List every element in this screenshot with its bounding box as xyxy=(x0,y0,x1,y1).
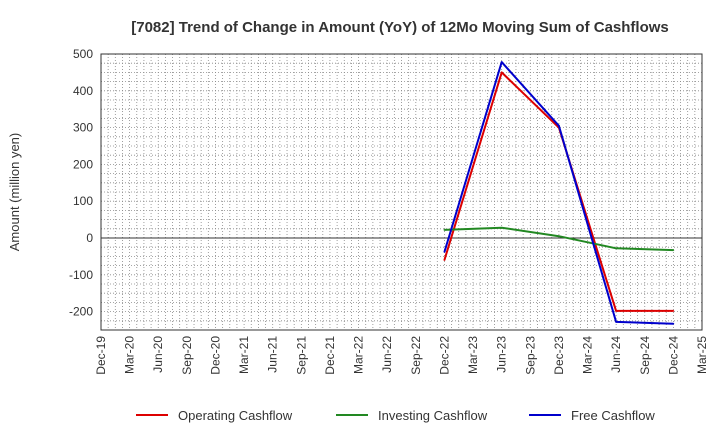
x-tick-label: Sep-23 xyxy=(523,336,537,375)
x-tick-label: Jun-20 xyxy=(151,336,165,373)
y-tick-label: -100 xyxy=(69,268,93,282)
series-lines xyxy=(443,61,675,325)
x-tick-label: Mar-24 xyxy=(581,336,595,374)
data-point xyxy=(500,71,503,74)
x-tick-label: Jun-23 xyxy=(495,336,509,373)
x-tick-label: Jun-22 xyxy=(380,336,394,373)
x-tick-label: Mar-22 xyxy=(352,336,366,374)
legend: Operating Cashflow Investing Cashflow Free… xyxy=(136,408,655,423)
x-tick-label: Dec-19 xyxy=(94,336,108,375)
x-tick-label: Jun-24 xyxy=(609,336,623,373)
data-point xyxy=(615,310,617,312)
y-tick-label: 0 xyxy=(86,231,93,245)
x-tick-label: Dec-21 xyxy=(323,336,337,375)
data-point xyxy=(672,249,675,251)
data-point xyxy=(615,321,617,323)
legend-label: Free Cashflow xyxy=(571,408,655,423)
y-tick-label: 500 xyxy=(73,47,93,61)
x-tick-label: Mar-25 xyxy=(695,336,709,374)
data-point xyxy=(672,310,675,312)
data-point xyxy=(443,251,446,253)
legend-label: Investing Cashflow xyxy=(378,408,488,423)
x-tick-label: Mar-21 xyxy=(237,336,251,374)
y-axis-ticks: 500 400 300 200 100 0 -100 -200 xyxy=(69,47,93,319)
plot-border xyxy=(100,53,703,331)
x-axis-ticks: Dec-19 Mar-20 Jun-20 Sep-20 Dec-20 Mar-21 Jun-… xyxy=(94,336,709,375)
y-tick-label: 300 xyxy=(73,121,93,135)
x-tick-label: Mar-20 xyxy=(123,336,137,374)
y-tick-label: 100 xyxy=(73,194,93,208)
data-point xyxy=(672,322,675,325)
y-tick-label: 200 xyxy=(73,157,93,171)
data-point xyxy=(558,235,560,237)
x-tick-label: Dec-22 xyxy=(437,336,451,375)
x-tick-label: Jun-21 xyxy=(266,336,280,373)
chart-title: [7082] Trend of Change in Amount (YoY) o… xyxy=(131,19,669,36)
data-point xyxy=(500,226,503,229)
data-point xyxy=(558,125,560,127)
y-tick-label: -200 xyxy=(69,305,93,319)
y-axis-label: Amount (million yen) xyxy=(7,133,22,252)
x-tick-label: Dec-24 xyxy=(666,336,680,375)
data-point xyxy=(500,61,503,63)
x-tick-label: Mar-23 xyxy=(466,336,480,374)
x-tick-label: Dec-23 xyxy=(552,336,566,375)
x-tick-label: Sep-24 xyxy=(638,336,652,375)
x-tick-label: Sep-21 xyxy=(294,336,308,375)
x-tick-label: Dec-20 xyxy=(208,336,222,375)
y-tick-label: 400 xyxy=(73,84,93,98)
x-tick-label: Sep-22 xyxy=(409,336,423,375)
grid-lines xyxy=(100,53,703,331)
data-point xyxy=(615,247,617,250)
data-point xyxy=(443,259,446,261)
data-point xyxy=(443,229,446,231)
x-tick-label: Sep-20 xyxy=(180,336,194,375)
legend-label: Operating Cashflow xyxy=(178,408,293,423)
